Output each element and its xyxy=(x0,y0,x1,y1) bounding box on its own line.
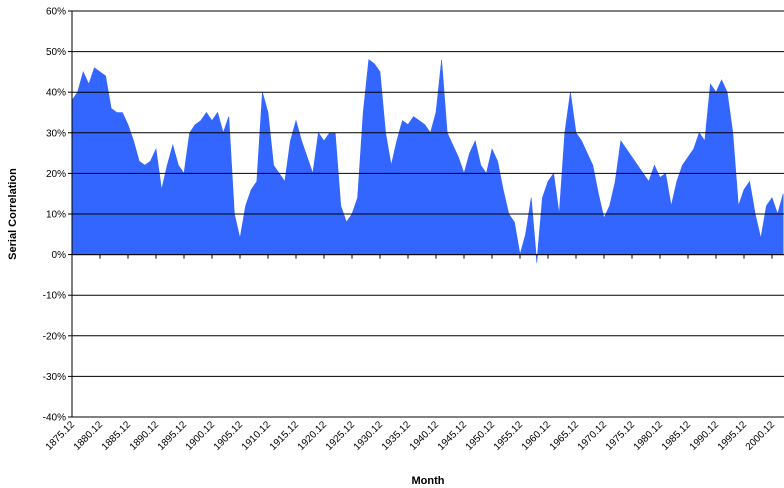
x-tick-label: 1885.12 xyxy=(100,419,134,453)
x-tick-label: 1880.12 xyxy=(72,419,106,453)
x-tick-label: 1975.12 xyxy=(604,419,638,453)
x-tick-label: 1985.12 xyxy=(660,419,694,453)
y-tick-label: -20% xyxy=(43,331,66,342)
x-tick-label: 1945.12 xyxy=(436,419,470,453)
x-tick-label: 1875.12 xyxy=(44,419,78,453)
x-tick-label: 1915.12 xyxy=(268,419,302,453)
y-tick-label: 0% xyxy=(52,250,67,261)
x-tick-label: 1965.12 xyxy=(548,419,582,453)
y-tick-label: 60% xyxy=(46,7,66,18)
y-axis-title: Serial Correlation xyxy=(7,168,19,260)
x-tick-label: 1900.12 xyxy=(184,419,218,453)
x-tick-label: 1905.12 xyxy=(212,419,246,453)
y-tick-label: -40% xyxy=(43,413,66,424)
area xyxy=(71,59,784,263)
x-tick-label: 1980.12 xyxy=(632,419,666,453)
x-tick-label: 1930.12 xyxy=(352,419,386,453)
y-tick-label: -10% xyxy=(43,291,66,302)
x-tick-label: 1950.12 xyxy=(464,419,498,453)
y-tick-label: 20% xyxy=(46,169,66,180)
x-tick-label: 1970.12 xyxy=(576,419,610,453)
x-tick-label: 1925.12 xyxy=(324,419,358,453)
y-tick-label: 10% xyxy=(46,210,66,221)
x-tick-label: 1995.12 xyxy=(716,419,750,453)
x-tick-label: 2000.12 xyxy=(744,419,778,453)
x-tick-label: 1960.12 xyxy=(520,419,554,453)
x-axis-title: Month xyxy=(412,475,445,487)
x-tick-label: 1895.12 xyxy=(156,419,190,453)
y-tick-label: 30% xyxy=(46,128,66,139)
y-tick-label: 50% xyxy=(46,47,66,58)
x-tick-label: 1940.12 xyxy=(408,419,442,453)
x-tick-label: 1890.12 xyxy=(128,419,162,453)
x-tick-label: 1955.12 xyxy=(492,419,526,453)
x-tick-label: 1935.12 xyxy=(380,419,414,453)
x-tick-label: 1910.12 xyxy=(240,419,274,453)
x-tick-label: 1920.12 xyxy=(296,419,330,453)
y-tick-label: -30% xyxy=(43,372,66,383)
y-tick-label: 40% xyxy=(46,88,66,99)
x-tick-label: 1990.12 xyxy=(688,419,722,453)
